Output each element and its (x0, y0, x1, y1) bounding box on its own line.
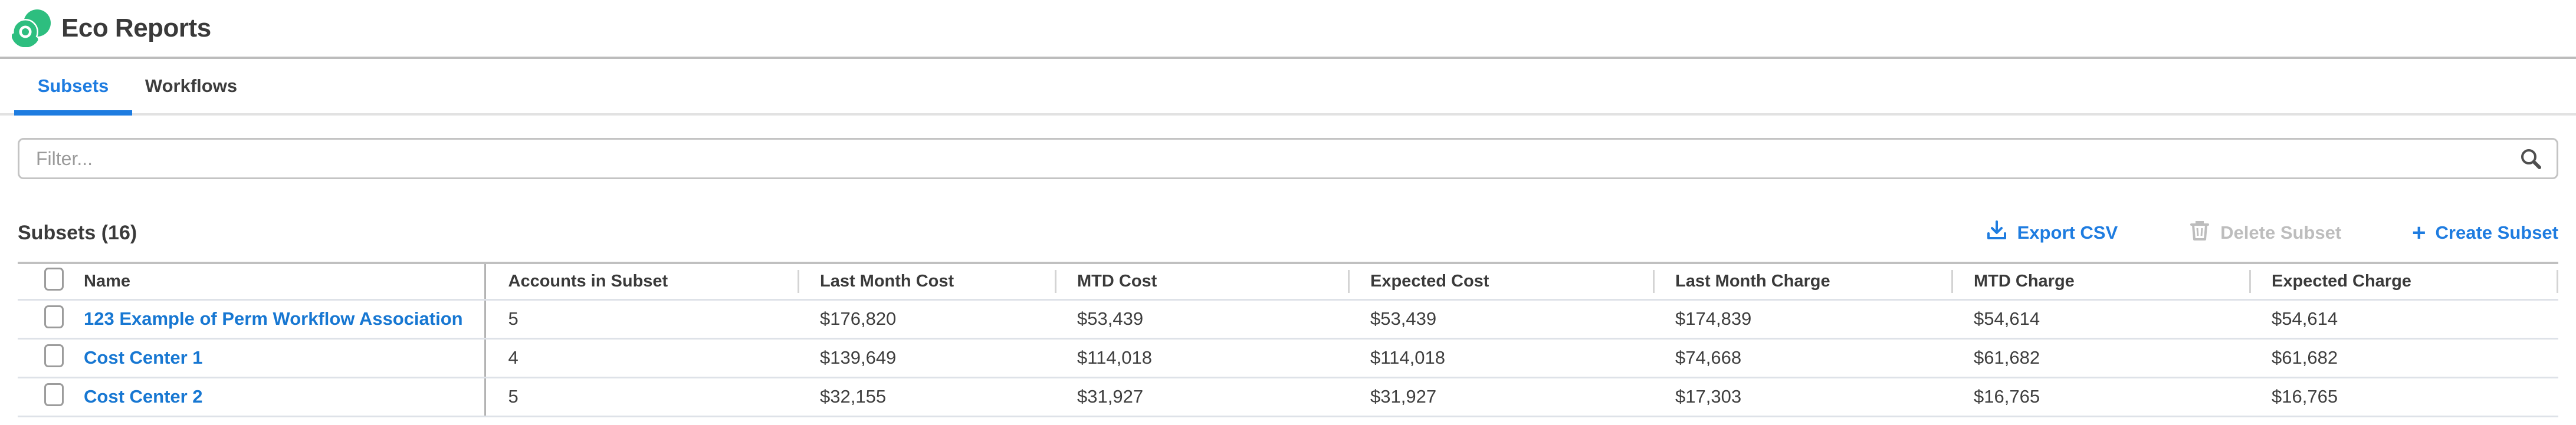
subsets-table: Name Accounts in Subset Last Month Cost … (18, 262, 2558, 417)
col-header-mtd-cost[interactable]: MTD Cost (1055, 263, 1348, 301)
mtd-cost-cell: $53,439 (1055, 299, 1348, 340)
row-checkbox[interactable] (44, 383, 64, 406)
expected-cost-cell: $31,927 (1348, 377, 1653, 417)
table-header-row: Name Accounts in Subset Last Month Cost … (18, 263, 2558, 301)
create-subset-label: Create Subset (2435, 222, 2558, 243)
subsets-count-heading: Subsets (16) (18, 221, 137, 244)
delete-subset-button[interactable]: Delete Subset (2188, 219, 2341, 246)
col-header-expected-charge[interactable]: Expected Charge (2249, 263, 2558, 301)
create-subset-button[interactable]: + Create Subset (2412, 221, 2558, 245)
table-row: 123 Example of Perm Workflow Association… (18, 299, 2558, 340)
export-csv-button[interactable]: Export CSV (1986, 219, 2118, 246)
mtd-charge-cell: $16,765 (1951, 377, 2249, 417)
col-header-name[interactable]: Name (84, 263, 485, 301)
mtd-cost-cell: $31,927 (1055, 377, 1348, 417)
select-all-checkbox[interactable] (44, 267, 64, 291)
download-icon (1986, 219, 2008, 246)
eco-reports-logo-icon (12, 9, 52, 47)
expected-charge-cell: $61,682 (2249, 338, 2558, 378)
accounts-cell: 5 (484, 299, 798, 340)
table-row: Cost Center 2 5 $32,155 $31,927 $31,927 … (18, 377, 2558, 417)
mtd-charge-cell: $54,614 (1951, 299, 2249, 340)
name-cell: Cost Center 1 (84, 338, 485, 378)
table-row: Cost Center 1 4 $139,649 $114,018 $114,0… (18, 338, 2558, 378)
last-month-charge-cell: $17,303 (1653, 377, 1951, 417)
tab-subsets-label: Subsets (37, 75, 109, 96)
last-month-cost-cell: $139,649 (798, 338, 1055, 378)
mtd-charge-cell: $61,682 (1951, 338, 2249, 378)
select-all-cell (18, 263, 84, 301)
col-header-accounts[interactable]: Accounts in Subset (484, 263, 798, 301)
tab-workflows[interactable]: Workflows (132, 59, 250, 113)
last-month-cost-cell: $176,820 (798, 299, 1055, 340)
tab-bar: Subsets Workflows (0, 59, 2576, 116)
expected-charge-cell: $16,765 (2249, 377, 2558, 417)
mtd-cost-cell: $114,018 (1055, 338, 1348, 378)
search-icon[interactable] (2518, 146, 2543, 171)
trash-icon (2188, 219, 2211, 246)
subset-name-link[interactable]: Cost Center 2 (84, 386, 203, 407)
col-header-last-month-charge[interactable]: Last Month Charge (1653, 263, 1951, 301)
plus-icon: + (2412, 220, 2426, 246)
row-checkbox[interactable] (44, 344, 64, 367)
export-csv-label: Export CSV (2017, 222, 2118, 243)
delete-subset-label: Delete Subset (2220, 222, 2342, 243)
accounts-cell: 4 (484, 338, 798, 378)
checkbox-cell (18, 338, 84, 378)
col-header-last-month-cost[interactable]: Last Month Cost (798, 263, 1055, 301)
row-checkbox[interactable] (44, 305, 64, 328)
filter-input[interactable] (18, 138, 2558, 179)
name-cell: Cost Center 2 (84, 377, 485, 417)
checkbox-cell (18, 299, 84, 340)
col-header-mtd-charge[interactable]: MTD Charge (1951, 263, 2249, 301)
app-header: Eco Reports (0, 0, 2576, 59)
name-cell: 123 Example of Perm Workflow Association (84, 299, 485, 340)
last-month-charge-cell: $74,668 (1653, 338, 1951, 378)
tab-subsets[interactable]: Subsets (14, 59, 132, 116)
subsets-toolbar: Subsets (16) Export CSV (18, 213, 2558, 252)
accounts-cell: 5 (484, 377, 798, 417)
checkbox-cell (18, 377, 84, 417)
last-month-charge-cell: $174,839 (1653, 299, 1951, 340)
toolbar-actions: Export CSV Delete Subset + Create Subset (1986, 219, 2558, 246)
expected-charge-cell: $54,614 (2249, 299, 2558, 340)
filter-row (18, 138, 2558, 179)
last-month-cost-cell: $32,155 (798, 377, 1055, 417)
expected-cost-cell: $53,439 (1348, 299, 1653, 340)
expected-cost-cell: $114,018 (1348, 338, 1653, 378)
col-header-expected-cost[interactable]: Expected Cost (1348, 263, 1653, 301)
tab-workflows-label: Workflows (145, 75, 238, 96)
page-title: Eco Reports (61, 14, 211, 42)
subset-name-link[interactable]: 123 Example of Perm Workflow Association (84, 308, 463, 329)
subset-name-link[interactable]: Cost Center 1 (84, 347, 203, 368)
